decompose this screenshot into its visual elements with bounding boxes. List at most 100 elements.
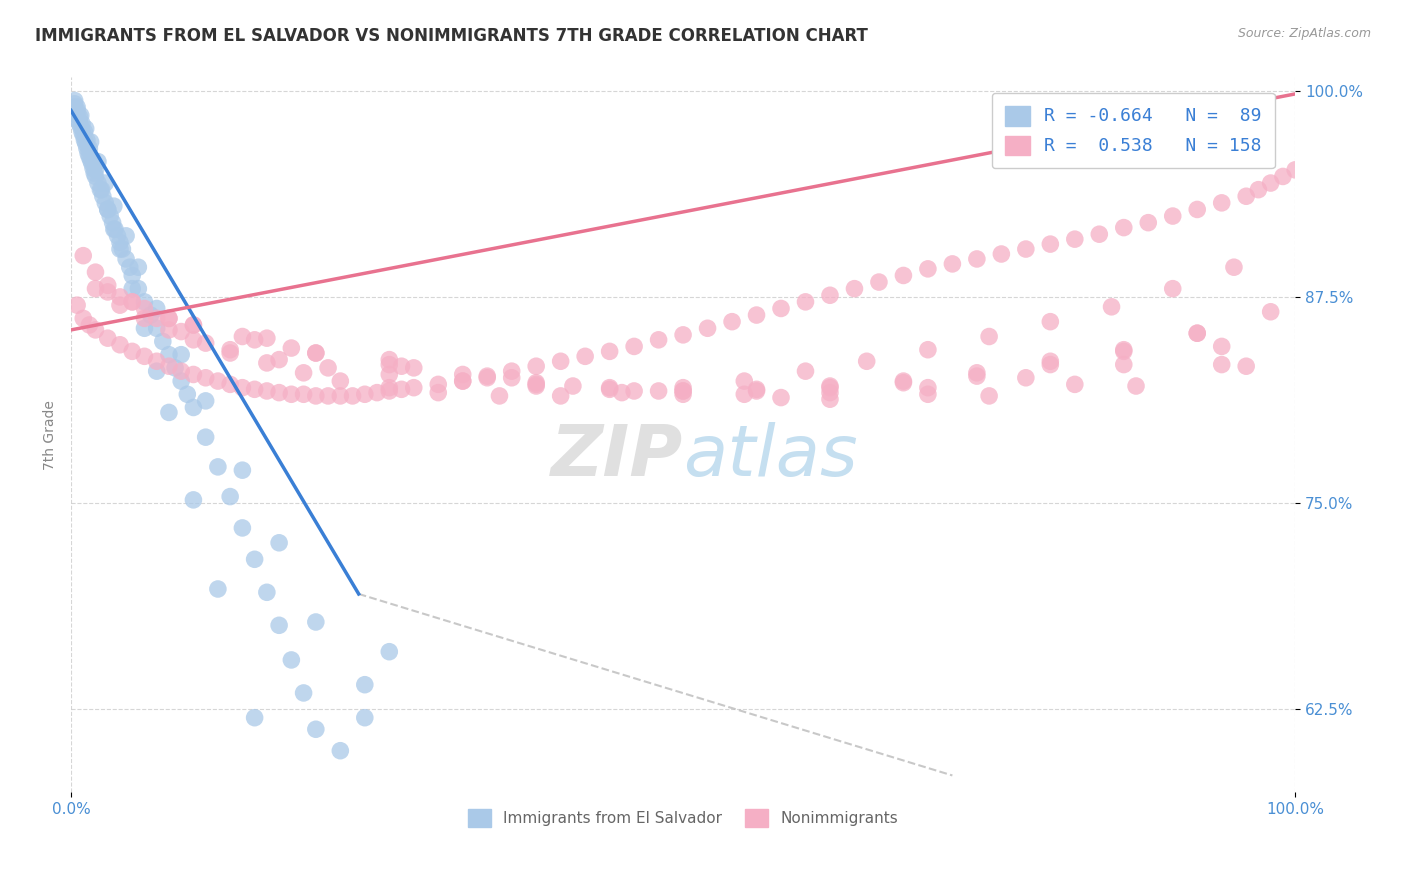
Point <box>90 183 112 197</box>
Point <box>84 162 107 177</box>
Point <box>917 343 939 357</box>
Point <box>574 349 596 363</box>
Point <box>733 374 755 388</box>
Point <box>170 374 193 388</box>
Point <box>69 108 91 122</box>
Point <box>84 265 107 279</box>
Point <box>91 189 114 203</box>
Text: IMMIGRANTS FROM EL SALVADOR VS NONIMMIGRANTS 7TH GRADE CORRELATION CHART: IMMIGRANTS FROM EL SALVADOR VS NONIMMIGR… <box>35 27 868 45</box>
Point <box>292 366 315 380</box>
Point <box>79 150 101 164</box>
Point <box>292 387 315 401</box>
Point <box>66 103 89 118</box>
Point <box>1101 300 1123 314</box>
Point <box>280 341 302 355</box>
Point <box>97 278 120 293</box>
Point <box>501 364 523 378</box>
Point <box>75 136 97 151</box>
Point <box>745 382 768 396</box>
Point <box>97 285 120 299</box>
Point <box>84 169 107 184</box>
Point <box>451 374 474 388</box>
Point <box>769 301 792 316</box>
Point <box>69 110 91 124</box>
Point <box>672 387 695 401</box>
Point <box>63 103 86 118</box>
Point <box>72 249 94 263</box>
Point <box>1063 232 1085 246</box>
Point <box>183 318 205 332</box>
Point <box>1260 176 1282 190</box>
Point <box>243 711 266 725</box>
Point <box>524 359 547 374</box>
Point <box>329 374 352 388</box>
Point <box>108 298 131 312</box>
Point <box>219 343 242 357</box>
Point <box>794 364 817 378</box>
Point <box>672 381 695 395</box>
Point <box>219 377 242 392</box>
Point <box>231 329 253 343</box>
Point <box>145 354 167 368</box>
Point <box>170 325 193 339</box>
Point <box>1137 216 1160 230</box>
Point <box>305 346 328 360</box>
Point <box>329 744 352 758</box>
Point <box>966 366 988 380</box>
Point <box>1211 358 1233 372</box>
Point <box>893 268 915 283</box>
Point <box>477 369 499 384</box>
Point <box>451 368 474 382</box>
Point <box>145 311 167 326</box>
Point <box>501 371 523 385</box>
Point <box>1234 189 1257 203</box>
Point <box>868 275 890 289</box>
Point <box>1161 282 1184 296</box>
Point <box>402 381 425 395</box>
Point <box>183 492 205 507</box>
Point <box>207 459 229 474</box>
Point <box>101 216 124 230</box>
Point <box>79 318 101 332</box>
Point <box>1125 379 1147 393</box>
Point <box>231 463 253 477</box>
Point <box>87 154 110 169</box>
Point <box>108 235 131 250</box>
Point <box>65 107 87 121</box>
Point <box>219 490 242 504</box>
Point <box>733 387 755 401</box>
Point <box>941 257 963 271</box>
Point <box>1015 242 1038 256</box>
Point <box>292 686 315 700</box>
Point <box>402 360 425 375</box>
Text: ZIP: ZIP <box>551 422 683 491</box>
Point <box>69 120 91 134</box>
Point <box>316 389 339 403</box>
Point <box>70 125 93 139</box>
Point <box>62 100 84 114</box>
Point <box>170 348 193 362</box>
Point <box>305 346 328 360</box>
Point <box>121 344 143 359</box>
Y-axis label: 7th Grade: 7th Grade <box>44 400 58 469</box>
Point <box>73 133 96 147</box>
Point <box>194 371 217 385</box>
Point <box>256 585 278 599</box>
Point <box>1039 354 1062 368</box>
Point <box>893 374 915 388</box>
Point <box>794 294 817 309</box>
Point <box>157 405 180 419</box>
Point <box>427 385 450 400</box>
Point <box>134 311 156 326</box>
Point <box>73 125 96 139</box>
Point <box>183 318 205 332</box>
Point <box>1088 227 1111 242</box>
Point <box>1211 195 1233 210</box>
Point <box>561 379 583 393</box>
Point <box>893 376 915 390</box>
Point <box>84 282 107 296</box>
Point <box>1284 162 1306 177</box>
Point <box>94 176 117 190</box>
Point <box>550 354 572 368</box>
Point <box>1260 305 1282 319</box>
